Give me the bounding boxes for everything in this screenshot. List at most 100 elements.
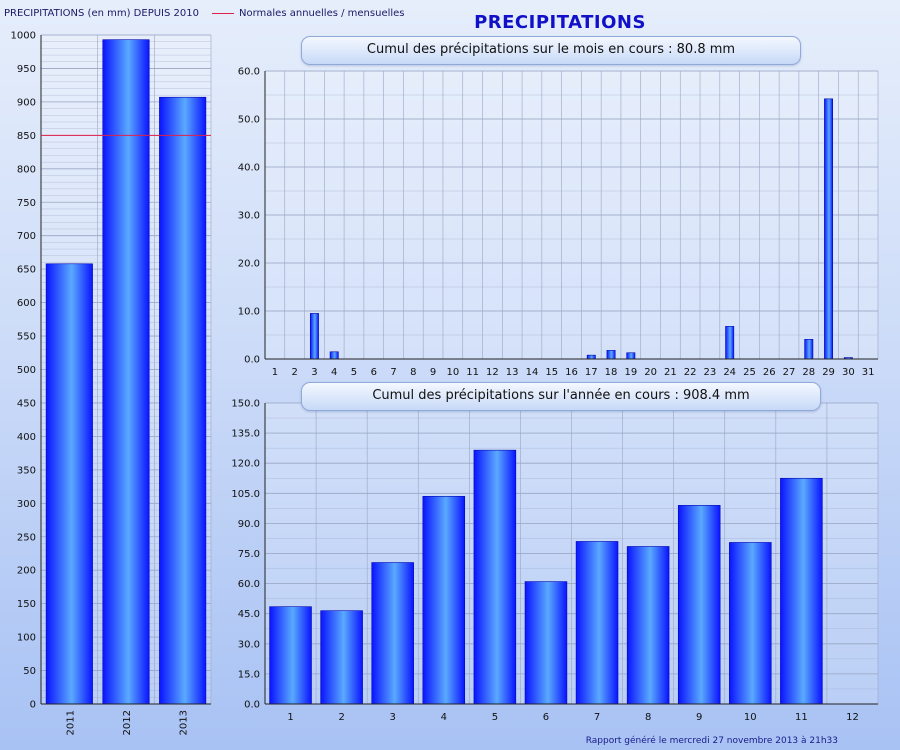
bar	[422, 496, 466, 705]
bar	[269, 606, 312, 705]
x-tick-label: 23	[704, 367, 717, 378]
y-tick-label: 900	[17, 97, 36, 108]
x-tick-label: 15	[545, 367, 558, 378]
monthly-chart-title: Cumul des précipitations sur l'année en …	[301, 382, 821, 411]
bar	[804, 339, 814, 360]
x-tick-label: 16	[565, 367, 578, 378]
y-tick-label: 90.0	[238, 519, 260, 530]
y-tick-label: 135.0	[231, 429, 260, 440]
y-tick-label: 15.0	[238, 669, 260, 680]
bar	[780, 477, 823, 705]
x-tick-label: 8	[410, 367, 416, 378]
bar	[371, 562, 414, 705]
x-tick-label: 10	[744, 712, 757, 723]
x-tick-label: 12	[486, 367, 499, 378]
bar	[320, 610, 363, 705]
daily-precip-chart: 0.010.020.030.040.050.060.01 2 3 4 5 6 7 8 9 10 11…	[238, 67, 879, 378]
x-tick-label: 4	[441, 712, 447, 723]
y-tick-label: 700	[17, 231, 36, 242]
x-tick-label: 2	[338, 712, 344, 723]
y-tick-label: 0	[30, 700, 36, 711]
bar	[524, 581, 568, 705]
x-tick-label: 6	[371, 367, 377, 378]
x-tick-label: 31	[862, 367, 875, 378]
y-tick-label: 20.0	[238, 259, 260, 270]
y-tick-label: 300	[17, 499, 36, 510]
normals-legend-swatch	[212, 13, 234, 14]
y-tick-label: 60.0	[238, 579, 260, 590]
x-tick-label: 28	[802, 367, 815, 378]
x-tick-label: 7	[594, 712, 600, 723]
x-tick-label: 11	[795, 712, 808, 723]
x-tick-label: 5	[351, 367, 357, 378]
yearly-precip-chart: 0 50 100 150 200 250 300 350 400 450 500 550 600 650 7…	[11, 31, 212, 735]
y-tick-label: 0.0	[244, 700, 260, 711]
y-tick-label: 800	[17, 164, 36, 175]
x-tick-label: 12	[846, 712, 859, 723]
y-tick-label: 0.0	[244, 355, 260, 366]
y-tick-label: 10.0	[238, 307, 260, 318]
x-tick-label: 25	[743, 367, 756, 378]
y-tick-label: 30.0	[238, 211, 260, 222]
y-tick-label: 200	[17, 566, 36, 577]
y-tick-label: 50.0	[238, 115, 260, 126]
x-tick-label: 22	[684, 367, 697, 378]
x-tick-label: 18	[605, 367, 618, 378]
x-tick-label: 13	[506, 367, 519, 378]
y-tick-label: 850	[17, 131, 36, 142]
y-tick-label: 550	[17, 332, 36, 343]
bar	[626, 352, 636, 360]
y-tick-label: 45.0	[238, 609, 260, 620]
x-tick-label: 2012	[122, 710, 133, 735]
bar	[824, 98, 834, 360]
x-tick-label: 2011	[65, 710, 76, 735]
x-tick-label: 7	[390, 367, 396, 378]
y-tick-label: 50	[23, 666, 36, 677]
y-tick-label: 600	[17, 298, 36, 309]
x-tick-label: 20	[644, 367, 657, 378]
x-tick-label: 11	[466, 367, 479, 378]
y-tick-label: 950	[17, 64, 36, 75]
bar	[309, 313, 319, 360]
bar	[473, 449, 517, 705]
x-tick-label: 2	[291, 367, 297, 378]
bar	[677, 505, 721, 705]
y-tick-label: 250	[17, 532, 36, 543]
x-tick-label: 1	[287, 712, 293, 723]
bar	[329, 351, 339, 360]
x-tick-label: 14	[526, 367, 539, 378]
y-tick-label: 40.0	[238, 163, 260, 174]
y-tick-label: 100	[17, 633, 36, 644]
bar	[606, 350, 616, 360]
x-tick-label: 3	[390, 712, 396, 723]
x-tick-label: 9	[430, 367, 436, 378]
x-tick-label: 6	[543, 712, 549, 723]
x-tick-label: 2013	[179, 710, 190, 735]
x-tick-label: 24	[723, 367, 736, 378]
x-tick-label: 9	[696, 712, 702, 723]
y-tick-label: 750	[17, 198, 36, 209]
x-tick-label: 21	[664, 367, 677, 378]
y-tick-label: 105.0	[231, 489, 260, 500]
x-tick-label: 3	[311, 367, 317, 378]
x-tick-label: 5	[492, 712, 498, 723]
report-footer: Rapport généré le mercredi 27 novembre 2…	[585, 736, 838, 746]
yearly-chart-title: PRECIPITATIONS (en mm) DEPUIS 2010	[4, 8, 199, 19]
bar	[626, 546, 670, 705]
bar	[725, 326, 735, 360]
bar	[586, 354, 596, 360]
x-tick-label: 1	[272, 367, 278, 378]
y-tick-label: 500	[17, 365, 36, 376]
y-tick-label: 150	[17, 599, 36, 610]
bar	[102, 39, 150, 705]
bar	[729, 542, 772, 705]
x-tick-label: 4	[331, 367, 337, 378]
x-tick-label: 26	[763, 367, 776, 378]
x-tick-label: 10	[446, 367, 459, 378]
x-tick-label: 8	[645, 712, 651, 723]
x-tick-label: 30	[842, 367, 855, 378]
page-title: PRECIPITATIONS	[474, 12, 646, 33]
y-tick-label: 650	[17, 265, 36, 276]
y-tick-label: 450	[17, 398, 36, 409]
y-tick-label: 30.0	[238, 639, 260, 650]
